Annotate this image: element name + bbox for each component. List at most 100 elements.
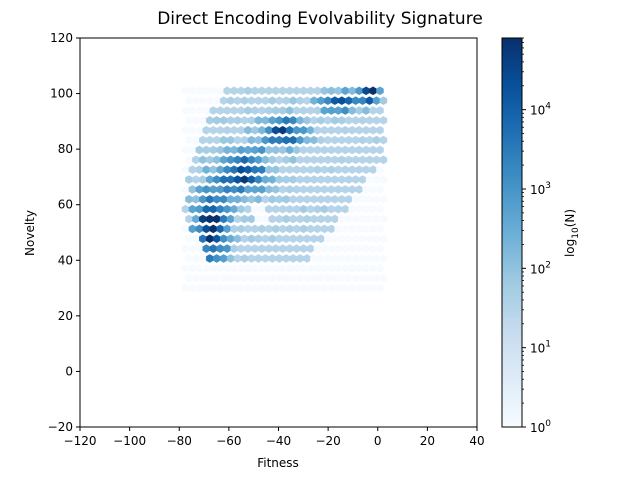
hexbin-cell bbox=[251, 125, 259, 135]
hexbin-cell bbox=[289, 214, 297, 224]
hexbin-cell bbox=[206, 273, 214, 283]
hexbin-cell bbox=[219, 96, 228, 105]
hexbin-cell bbox=[348, 125, 356, 135]
hexbin-cell bbox=[216, 224, 224, 234]
colorbar-tick-label: 103 bbox=[530, 181, 551, 197]
hexbin-cell bbox=[324, 135, 332, 145]
hexbin-cell bbox=[223, 224, 231, 234]
y-axis: −20 0 20 40 60 80 100 120 bbox=[48, 31, 80, 434]
hexbin-cell bbox=[310, 116, 318, 125]
hexbin-cell bbox=[265, 125, 273, 135]
hexbin-cell bbox=[275, 175, 283, 184]
hexbin-cell bbox=[199, 116, 207, 125]
hexbin-cell bbox=[209, 185, 217, 194]
hexbin-cell bbox=[341, 224, 349, 234]
hexbin-cell bbox=[202, 86, 211, 96]
y-tick-label: −20 bbox=[48, 420, 73, 434]
y-tick-label: 80 bbox=[58, 142, 73, 156]
hexbin-cell bbox=[202, 283, 211, 293]
hexbin-cell bbox=[285, 264, 294, 273]
hexbin-cell bbox=[344, 234, 353, 244]
hexbin-cell bbox=[344, 135, 353, 145]
hexbin-cell bbox=[310, 254, 318, 263]
hexbin-cell bbox=[261, 214, 270, 224]
hexbin-cell bbox=[258, 125, 266, 135]
hexbin-cell bbox=[202, 224, 211, 234]
hexbin-cell bbox=[209, 244, 217, 253]
hexbin-cell bbox=[369, 264, 377, 273]
hexbin-cell bbox=[265, 204, 273, 214]
hexbin-cell bbox=[285, 185, 294, 194]
hexbin-cell bbox=[188, 224, 197, 234]
hexbin-cell bbox=[230, 244, 238, 253]
hexbin-cell bbox=[372, 135, 381, 145]
hexbin-cell bbox=[233, 175, 242, 184]
hexbin-cell bbox=[317, 96, 325, 105]
hexbin-cell bbox=[344, 194, 353, 204]
hexbin-cell bbox=[331, 273, 339, 283]
hexbin-cell bbox=[327, 283, 336, 293]
hexbin-cell bbox=[334, 106, 343, 115]
hexbin-cell bbox=[351, 96, 360, 105]
hexbin-cell bbox=[258, 185, 266, 194]
hexbin-cell bbox=[362, 224, 370, 234]
hexbin-cell bbox=[265, 244, 273, 253]
hexbin-cell bbox=[306, 106, 315, 115]
hexbin-cell bbox=[185, 96, 193, 105]
hexbin-cell bbox=[317, 155, 325, 165]
y-axis-label: Novelty bbox=[23, 210, 37, 256]
hexbin-cell bbox=[292, 204, 301, 214]
hexbin-cell bbox=[272, 165, 280, 175]
hexbin-cell bbox=[254, 116, 263, 125]
hexbin-cell bbox=[369, 86, 377, 96]
hexbin-cell bbox=[362, 165, 370, 175]
hexbin-cell bbox=[338, 273, 346, 283]
hexbin-cell bbox=[247, 214, 256, 224]
hexbin-cell bbox=[296, 254, 304, 263]
hexbin-cell bbox=[258, 283, 266, 293]
hexbin-cell bbox=[181, 165, 190, 175]
hexbin-cell bbox=[282, 273, 290, 283]
hexbin-cell bbox=[348, 244, 356, 253]
hexbin-cell bbox=[233, 234, 242, 244]
hexbin-cell bbox=[344, 116, 353, 125]
hexbin-cell bbox=[299, 145, 308, 155]
hexbin-cell bbox=[188, 204, 197, 214]
hexbin-cell bbox=[365, 194, 374, 204]
hexbin-cell bbox=[327, 244, 336, 253]
hexbin-cell bbox=[344, 214, 353, 224]
hexbin-cell bbox=[261, 135, 270, 145]
hexbin-cell bbox=[358, 273, 367, 283]
hexbin-cell bbox=[237, 125, 245, 135]
hexbin-cell bbox=[355, 204, 363, 214]
hexbin-cell bbox=[331, 254, 339, 263]
hexbin-cell bbox=[272, 264, 280, 273]
hexbin-cell bbox=[320, 224, 329, 234]
hexbin-cell bbox=[247, 254, 256, 263]
hexbin-cell bbox=[341, 264, 349, 273]
hexbin-cell bbox=[233, 273, 242, 283]
hexbin-cell bbox=[181, 244, 190, 253]
hexbin-cell bbox=[272, 145, 280, 155]
hexbin-cell bbox=[247, 273, 256, 283]
hexbin-cell bbox=[292, 283, 301, 293]
hexbin-cell bbox=[272, 185, 280, 194]
hexbin-cell bbox=[324, 254, 332, 263]
hexbin-cell bbox=[351, 254, 360, 263]
hexbin-cell bbox=[192, 175, 200, 184]
hexbin-cell bbox=[289, 116, 297, 125]
colorbar-tick-label: 100 bbox=[530, 419, 551, 435]
hexbin-cell bbox=[327, 204, 336, 214]
hexbin-cell bbox=[369, 145, 377, 155]
hexbin-cell bbox=[209, 125, 217, 135]
hexbin-cell bbox=[282, 155, 290, 165]
hexbin-cell bbox=[289, 155, 297, 165]
hexbin-cell bbox=[199, 96, 207, 105]
hexbin-cell bbox=[348, 264, 356, 273]
hexbin-cell bbox=[351, 273, 360, 283]
hexbin-cell bbox=[355, 145, 363, 155]
hexbin-cell bbox=[268, 234, 277, 244]
hexbin-cell bbox=[376, 244, 384, 253]
hexbin-cell bbox=[195, 264, 204, 273]
hexbin-cell bbox=[240, 155, 249, 165]
